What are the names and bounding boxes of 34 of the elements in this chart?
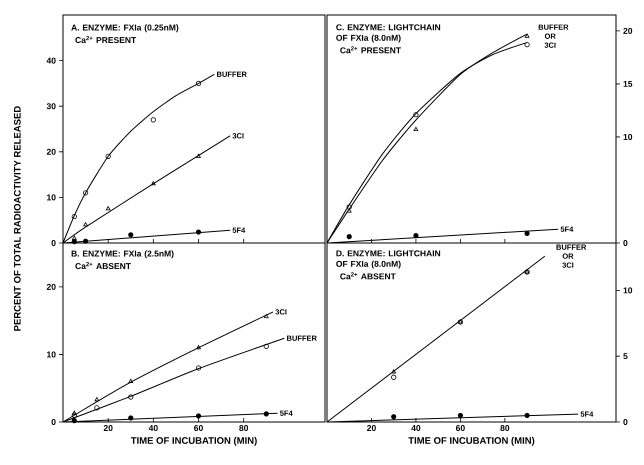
y-tick-label: 0 xyxy=(623,240,628,246)
text: D. ENZYME: LIGHTCHAIN OF FXIa (8.0nM) xyxy=(336,250,440,269)
text: C. ENZYME: LIGHTCHAIN OF FXIa (8.0nM) xyxy=(336,24,440,43)
y-axis-title: PERCENT OF TOTAL RADIOACTIVITY RELEASED xyxy=(14,106,21,331)
text: A. ENZYME: FXIa (0.25nM) xyxy=(71,24,178,32)
x-axis-title: TIME OF INCUBATION (MIN) xyxy=(130,436,257,446)
x-tick-label: 40 xyxy=(148,425,158,432)
x-tick-label: 80 xyxy=(239,425,248,432)
text: Ca$^{2+}$ ABSENT xyxy=(75,262,131,270)
y-tick-label: 40 xyxy=(46,58,56,64)
y-tick-label: 20 xyxy=(623,28,632,34)
y-tick-label: 0 xyxy=(52,240,56,246)
y-tick-label: 20 xyxy=(46,148,56,155)
text: Ca$^{2+}$ ABSENT xyxy=(340,272,396,280)
y-tick-label: 5 xyxy=(623,353,628,360)
text: Ca$^{2+}$ PRESENT xyxy=(75,36,136,44)
x-tick-label: 60 xyxy=(456,425,465,432)
y-tick-label: 30 xyxy=(46,103,56,110)
y-tick-label: 0 xyxy=(623,418,628,426)
x-tick-label: 20 xyxy=(367,425,376,432)
x-tick-label: 20 xyxy=(104,425,113,432)
y-tick-label: 10 xyxy=(624,287,632,294)
y-tick-label: 10 xyxy=(624,134,632,140)
x-axis-title: TIME OF INCUBATION (MIN) xyxy=(408,436,534,446)
y-tick-label: 10 xyxy=(47,194,56,200)
y-tick-label: 0 xyxy=(52,418,56,426)
y-tick-label: 10 xyxy=(47,351,56,358)
x-tick-label: 80 xyxy=(500,425,510,432)
x-tick-label: 40 xyxy=(411,425,420,432)
text: Ca$^{2+}$ PRESENT xyxy=(340,46,401,54)
y-tick-label: 15 xyxy=(624,80,632,87)
text: B. ENZYME: FXIa (2.5nM) xyxy=(72,250,174,258)
x-tick-label: 60 xyxy=(194,425,203,432)
y-tick-label: 20 xyxy=(46,284,56,290)
